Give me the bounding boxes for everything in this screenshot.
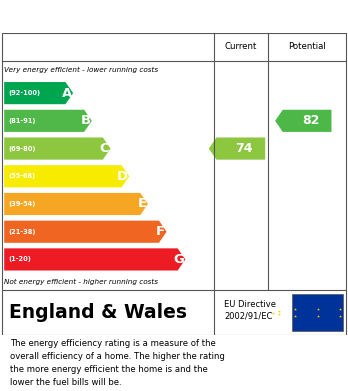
Text: (1-20): (1-20) bbox=[8, 256, 31, 262]
Text: C: C bbox=[100, 142, 109, 155]
Text: F: F bbox=[156, 225, 165, 238]
Text: A: A bbox=[62, 87, 72, 100]
Polygon shape bbox=[209, 138, 265, 160]
Bar bbox=[292, 294, 343, 332]
Text: England & Wales: England & Wales bbox=[9, 303, 187, 322]
Text: (21-38): (21-38) bbox=[8, 229, 36, 235]
Text: E: E bbox=[137, 197, 147, 210]
Text: (55-68): (55-68) bbox=[8, 173, 35, 179]
Text: (39-54): (39-54) bbox=[8, 201, 36, 207]
Polygon shape bbox=[4, 165, 129, 187]
Polygon shape bbox=[4, 221, 167, 243]
Polygon shape bbox=[275, 110, 331, 132]
Text: D: D bbox=[117, 170, 128, 183]
Text: (92-100): (92-100) bbox=[8, 90, 40, 96]
Text: 74: 74 bbox=[236, 142, 253, 155]
Text: 82: 82 bbox=[302, 114, 319, 127]
Text: The energy efficiency rating is a measure of the
overall efficiency of a home. T: The energy efficiency rating is a measur… bbox=[10, 339, 225, 387]
Polygon shape bbox=[4, 138, 111, 160]
Text: EU Directive
2002/91/EC: EU Directive 2002/91/EC bbox=[224, 300, 276, 321]
Polygon shape bbox=[4, 193, 148, 215]
Text: (81-91): (81-91) bbox=[8, 118, 36, 124]
Text: Potential: Potential bbox=[288, 42, 326, 51]
Text: Current: Current bbox=[224, 42, 257, 51]
Text: (69-80): (69-80) bbox=[8, 145, 36, 152]
Polygon shape bbox=[4, 82, 73, 104]
Polygon shape bbox=[4, 110, 92, 132]
Text: B: B bbox=[80, 114, 90, 127]
Text: Not energy efficient - higher running costs: Not energy efficient - higher running co… bbox=[4, 279, 158, 285]
Text: Very energy efficient - lower running costs: Very energy efficient - lower running co… bbox=[4, 67, 158, 73]
Polygon shape bbox=[4, 248, 185, 271]
Text: Energy Efficiency Rating: Energy Efficiency Rating bbox=[10, 9, 232, 24]
Text: G: G bbox=[173, 253, 184, 266]
